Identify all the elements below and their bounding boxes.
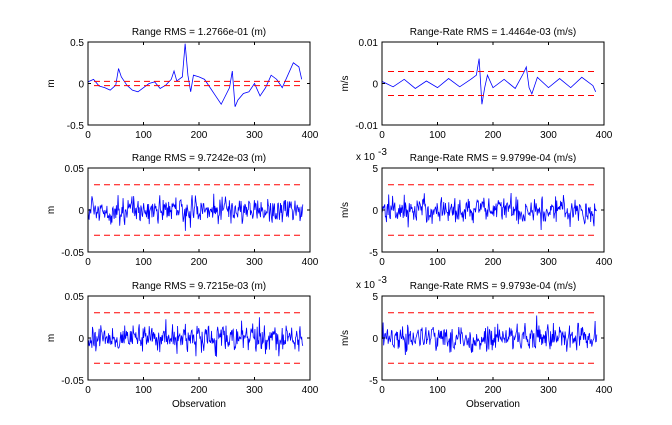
y-axis-label: m: [46, 334, 57, 342]
x-tick-label: 100: [429, 385, 446, 396]
x-tick-label: 0: [379, 257, 385, 268]
x-tick-label: 300: [540, 385, 557, 396]
axes-box: [87, 41, 311, 126]
subplot-title: Range-Rate RMS = 9.9793e-04 (m/s): [410, 281, 576, 292]
x-tick-label: 100: [429, 130, 446, 141]
x-tick-label: 0: [379, 385, 385, 396]
y-tick-label: 0.5: [70, 38, 84, 49]
x-tick-label: 200: [485, 385, 502, 396]
x-tick-label: 100: [135, 385, 152, 396]
y-exponent-label: x 10: [356, 280, 375, 291]
series-line: [88, 193, 304, 231]
x-tick-label: 100: [135, 257, 152, 268]
y-tick-label: 0.05: [65, 292, 85, 303]
subplot-title: Range RMS = 9.7215e-03 (m): [132, 281, 266, 292]
subplot-title: Range RMS = 9.7242e-03 (m): [132, 153, 266, 164]
x-tick-label: 400: [596, 257, 613, 268]
x-tick-label: 300: [540, 257, 557, 268]
y-exponent-power: -3: [378, 147, 387, 158]
x-tick-label: 0: [85, 385, 91, 396]
x-tick-label: 200: [191, 130, 208, 141]
x-tick-label: 200: [191, 385, 208, 396]
series-line: [88, 43, 303, 107]
axes-box: [381, 41, 605, 126]
series-line: [382, 58, 597, 105]
y-tick-label: 0: [372, 80, 378, 91]
y-tick-label: -0.05: [61, 376, 84, 387]
x-tick-label: 400: [596, 130, 613, 141]
subplot-title: Range RMS = 1.2766e-01 (m): [132, 27, 266, 38]
y-tick-label: -0.5: [67, 121, 85, 132]
x-tick-label: 200: [191, 257, 208, 268]
x-tick-label: 200: [485, 130, 502, 141]
y-tick-label: 0.05: [65, 164, 85, 175]
series-line: [382, 315, 598, 356]
y-tick-label: 0: [372, 334, 378, 345]
y-exponent-power: -3: [378, 275, 387, 286]
x-tick-label: 400: [596, 385, 613, 396]
y-tick-label: 0: [372, 206, 378, 217]
y-tick-label: 0: [78, 80, 84, 91]
y-tick-label: 0: [78, 334, 84, 345]
y-axis-label: m: [46, 206, 57, 214]
x-tick-label: 400: [302, 385, 319, 396]
subplot-title: Range-Rate RMS = 1.4464e-03 (m/s): [410, 27, 576, 38]
y-tick-label: -0.05: [61, 248, 84, 259]
y-axis-label: m: [46, 79, 57, 87]
x-axis-label: Observation: [172, 399, 226, 410]
y-tick-label: -5: [369, 376, 378, 387]
series-line: [88, 317, 304, 357]
x-tick-label: 100: [429, 257, 446, 268]
x-tick-label: 300: [246, 385, 263, 396]
y-exponent-label: x 10: [356, 152, 375, 163]
x-tick-label: 400: [302, 257, 319, 268]
x-tick-label: 300: [246, 257, 263, 268]
x-tick-label: 0: [85, 130, 91, 141]
y-tick-label: 0.01: [359, 38, 379, 49]
x-tick-label: 0: [85, 257, 91, 268]
y-tick-label: 0: [78, 206, 84, 217]
x-axis-label: Observation: [466, 399, 520, 410]
y-tick-label: 5: [372, 164, 378, 175]
y-tick-label: -5: [369, 248, 378, 259]
x-tick-label: 400: [302, 130, 319, 141]
y-tick-label: 5: [372, 292, 378, 303]
y-axis-label: m/s: [340, 75, 351, 91]
x-tick-label: 300: [540, 130, 557, 141]
series-line: [382, 193, 597, 230]
y-tick-label: -0.01: [355, 121, 378, 132]
x-tick-label: 0: [379, 130, 385, 141]
x-tick-label: 100: [135, 130, 152, 141]
y-axis-label: m/s: [340, 330, 351, 346]
y-axis-label: m/s: [340, 202, 351, 218]
x-tick-label: 200: [485, 257, 502, 268]
axes-box: [87, 167, 311, 253]
x-tick-label: 300: [246, 130, 263, 141]
subplot-title: Range-Rate RMS = 9.9799e-04 (m/s): [410, 153, 576, 164]
